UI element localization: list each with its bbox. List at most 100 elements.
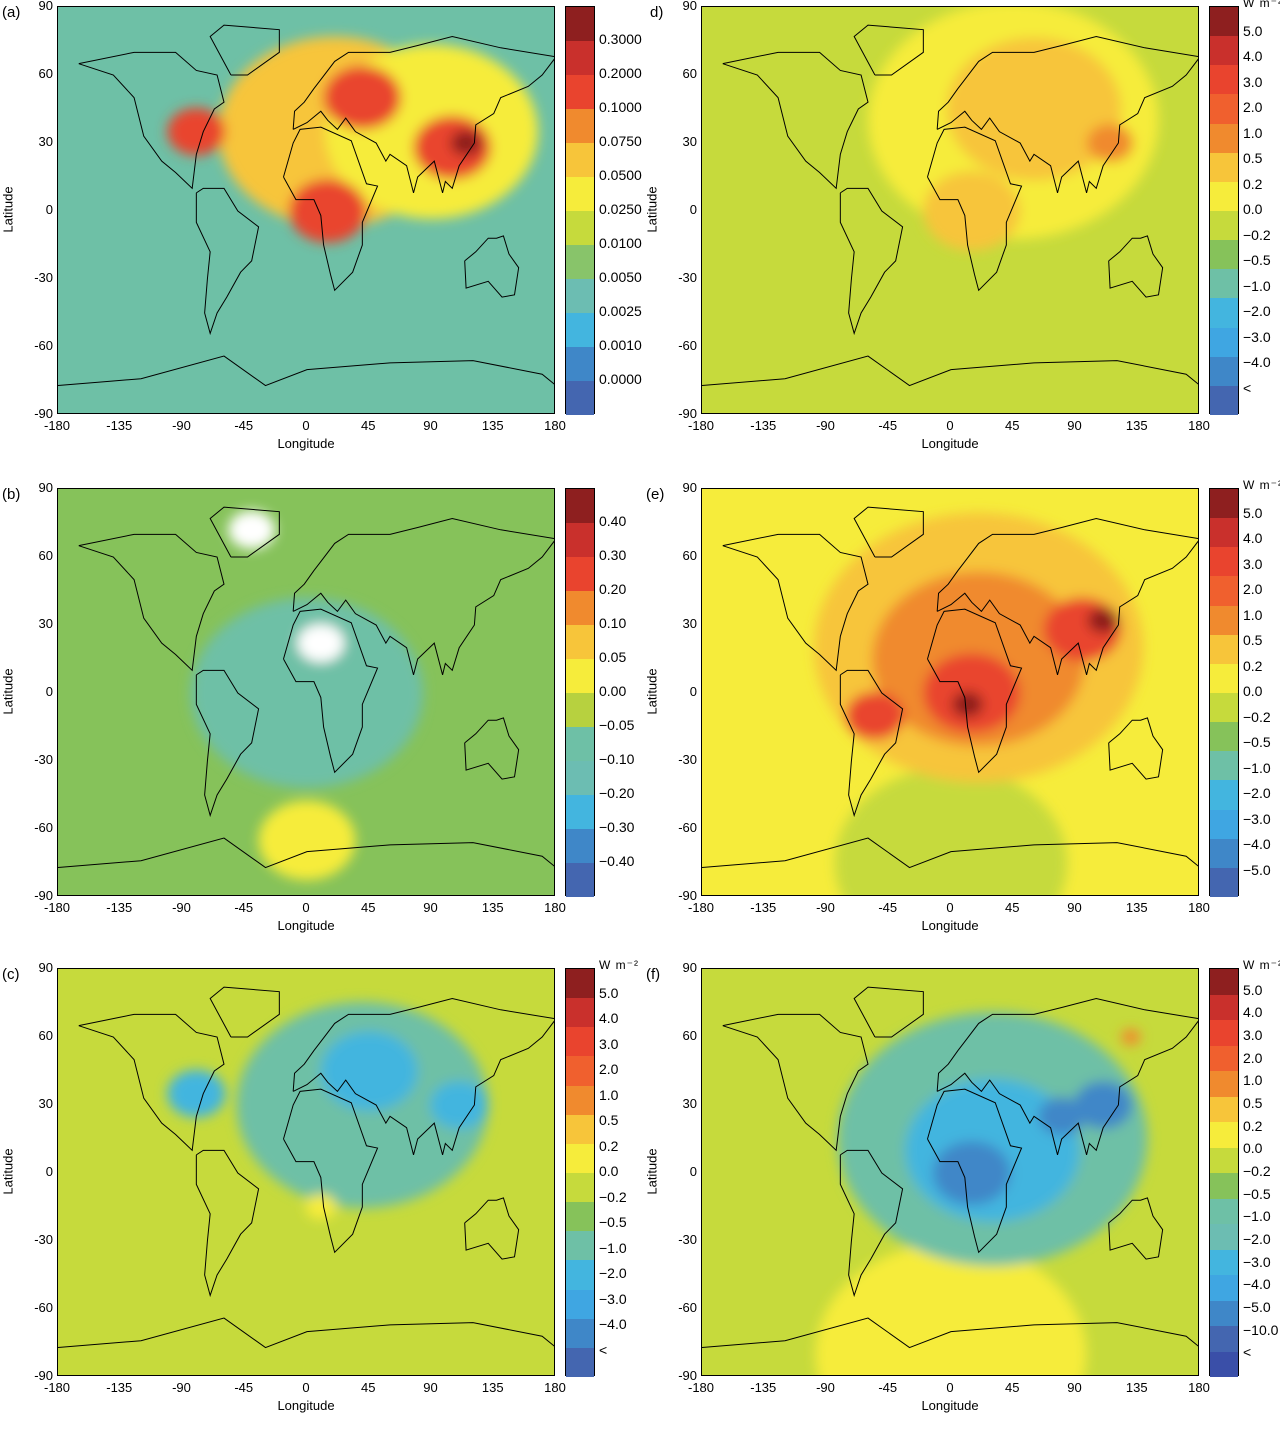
y-tick-label: -90 (678, 1368, 697, 1383)
x-tick-label: 135 (481, 1380, 504, 1395)
colorbar-swatch (1210, 327, 1238, 357)
panel-label: (e) (646, 486, 665, 503)
x-tick-label: -90 (816, 900, 835, 915)
map-area (701, 968, 1199, 1376)
coastline (722, 533, 869, 672)
coastline (464, 717, 520, 780)
colorbar-swatch (566, 693, 594, 727)
colorbar-unit: W m⁻² (1243, 0, 1280, 10)
y-axis-label: Latitude (644, 1148, 660, 1195)
coastline (78, 51, 225, 190)
coastline (58, 355, 554, 387)
x-tick-label: 135 (1125, 418, 1148, 433)
colorbar-swatch (566, 143, 594, 177)
colorbar-tick-label: 3.0 (599, 1035, 619, 1052)
y-tick-label: -90 (678, 406, 697, 421)
map-field (58, 506, 554, 880)
map-panel-a: (a) 90 60 30 0 -30 -60 -90 -180 -135 -90 -45 0 45 90 13… (0, 0, 642, 470)
x-tick-label: -45 (234, 900, 254, 915)
colorbar-tick-label: −0.2 (1243, 1163, 1271, 1179)
y-tick-label: 30 (38, 616, 53, 631)
y-tick-label: 60 (38, 1028, 53, 1043)
y-tick-label: -60 (678, 1300, 697, 1315)
x-tick-label: -135 (106, 418, 133, 433)
colorbar-tick-label: −5.0 (1243, 1299, 1271, 1315)
x-axis-label: Longitude (921, 1398, 979, 1413)
x-tick-label: -45 (878, 900, 898, 915)
colorbar-swatch (566, 313, 594, 347)
colorbar-tick-label: −2.0 (599, 1265, 627, 1281)
coastline (722, 1013, 869, 1152)
colorbar-swatch (566, 761, 594, 795)
colorbar-tick-label: 5.0 (1243, 22, 1263, 39)
coastline (936, 35, 1198, 193)
colorbar-tick-label: −0.5 (1243, 252, 1271, 268)
colorbar-tick-label: 0.3000 (599, 31, 642, 47)
colorbar-swatch (1210, 269, 1238, 299)
map-area (701, 6, 1199, 414)
colorbar-tick-label: −0.30 (599, 819, 635, 835)
colorbar-tick-label: 2.0 (1243, 581, 1263, 597)
x-axis-label: Longitude (277, 1398, 335, 1413)
colorbar-tick-label: −3.0 (1243, 810, 1271, 827)
y-tick-label: -60 (34, 1300, 53, 1315)
coastline (702, 355, 1198, 387)
coastline (839, 1149, 904, 1298)
colorbar-tick-label: −4.0 (1243, 836, 1271, 852)
y-tick-label: 0 (45, 684, 53, 699)
colorbar-tick-label: 5.0 (1243, 504, 1263, 521)
coastline (58, 837, 554, 869)
coastline (936, 517, 1198, 675)
colorbar-tick-label: 3.0 (1243, 555, 1263, 572)
x-tick-label: 45 (361, 418, 376, 433)
colorbar-tick-label: 0.20 (599, 581, 627, 597)
x-axis-label: Longitude (921, 918, 979, 933)
y-tick-label: 30 (38, 1096, 53, 1111)
colorbar-tick-label: 1.0 (1243, 124, 1263, 141)
colorbar-swatch (566, 279, 594, 313)
y-tick-label: 0 (45, 1164, 53, 1179)
coastline (839, 187, 904, 336)
colorbar-tick-label: 0.5 (1243, 632, 1263, 648)
colorbar-swatch (1210, 65, 1238, 95)
y-tick-label: 60 (38, 548, 53, 563)
colorbar-swatch (1210, 1071, 1238, 1097)
colorbar-swatch (566, 1172, 594, 1203)
y-tick-label: 90 (38, 960, 53, 975)
field-region (167, 1069, 226, 1118)
colorbar-swatch (1210, 181, 1238, 211)
panel-label: d) (650, 4, 664, 21)
colorbar-swatch (1210, 1045, 1238, 1071)
field-region (933, 1141, 1011, 1205)
x-tick-label: 0 (302, 1380, 310, 1395)
y-tick-label: 0 (45, 202, 53, 217)
colorbar-swatch (1210, 692, 1238, 723)
x-tick-label: 180 (1188, 418, 1210, 433)
colorbar-tick-label: −0.2 (1243, 708, 1271, 725)
colorbar-tick-label: −2.0 (1243, 1231, 1271, 1247)
colorbar-swatch (1210, 838, 1238, 868)
y-tick-label: -90 (34, 888, 53, 903)
colorbar-tick-label: −0.40 (599, 853, 635, 869)
panel-label: (c) (2, 966, 20, 983)
coastline (936, 997, 1198, 1155)
colorbar-tick-label: 1.0 (1243, 606, 1263, 623)
colorbar-swatch (566, 1347, 594, 1377)
x-tick-label: 45 (1005, 900, 1020, 915)
colorbar-swatch (1210, 969, 1238, 995)
colorbar-tick-label: 0.1000 (599, 99, 642, 115)
colorbar-tick-label: 0.2000 (599, 65, 642, 81)
y-tick-label: 60 (682, 66, 697, 81)
map-field (58, 986, 554, 1349)
colorbar-swatch (1210, 1249, 1238, 1275)
colorbar-swatch (1210, 1173, 1238, 1199)
y-tick-label: 90 (682, 960, 697, 975)
colorbar-tick-label: 0.0500 (599, 167, 642, 183)
y-tick-label: 60 (682, 1028, 697, 1043)
field-region (305, 1194, 337, 1220)
field-region (320, 1031, 418, 1111)
colorbar-tick-label: 0.10 (599, 615, 627, 631)
x-tick-label: -90 (172, 900, 191, 915)
colorbar-swatch (566, 75, 594, 109)
colorbar-swatch (566, 211, 594, 245)
